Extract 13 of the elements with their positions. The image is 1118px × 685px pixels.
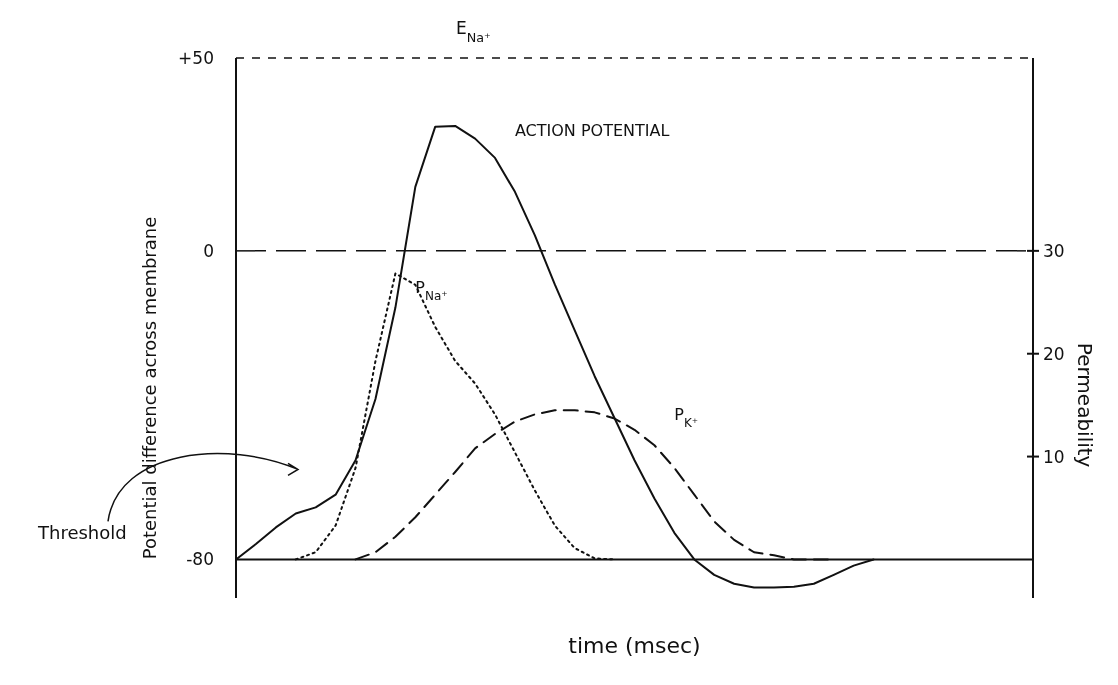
x-axis-title: time (msec) <box>568 633 701 658</box>
y-tick-label: 0 <box>203 240 214 261</box>
series-label: ACTION POTENTIAL <box>514 120 670 140</box>
y2-tick-label: 10 <box>1043 446 1065 467</box>
y2-tick-label: 20 <box>1043 343 1065 364</box>
y-axis-title: Potential difference across membrane <box>139 216 160 560</box>
y-tick-label: -80 <box>186 549 214 570</box>
series-label: P$_{K⁺}$ <box>674 405 699 431</box>
ref-line-label: E$_{Na⁺}$ <box>456 18 491 45</box>
text: Threshold <box>37 522 127 544</box>
y2-axis-title: Permeability <box>1073 342 1097 468</box>
y2-tick-label: 30 <box>1043 240 1065 261</box>
y-tick-label: +50 <box>178 47 214 68</box>
